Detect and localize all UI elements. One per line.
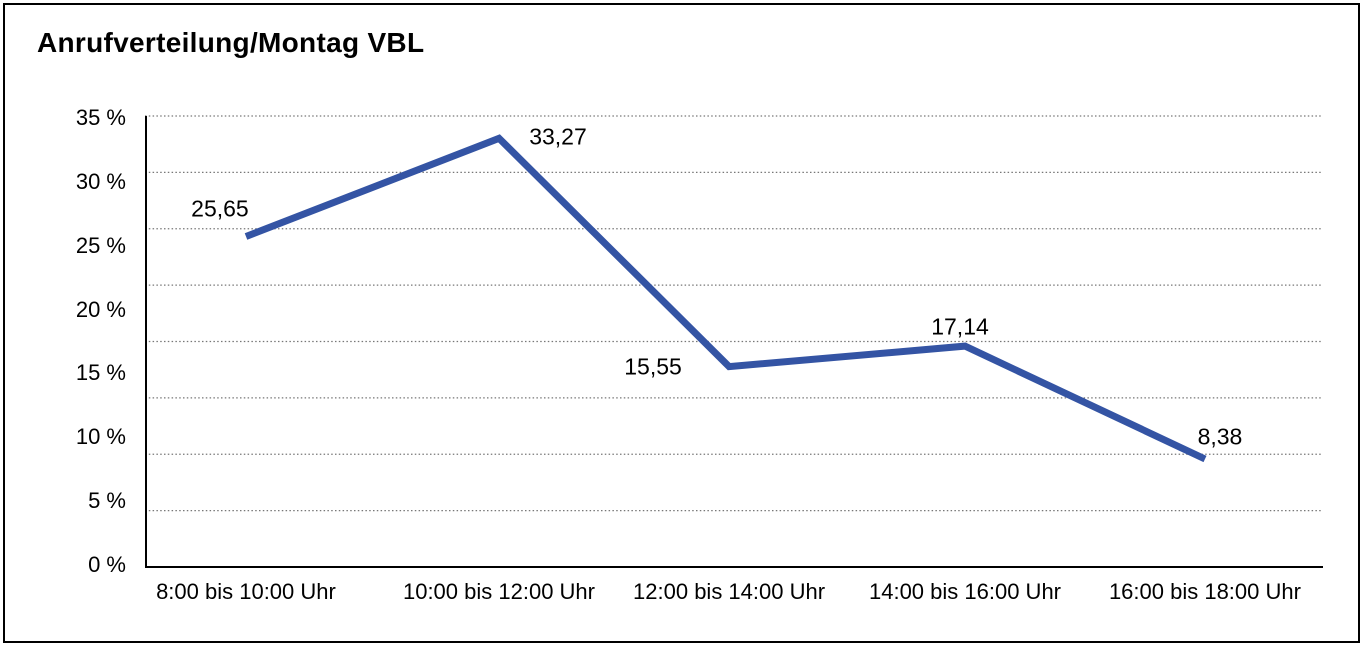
data-point-value-label: 33,27 bbox=[529, 123, 587, 150]
y-axis-tick-label: 25 % bbox=[75, 232, 126, 258]
y-axis-tick-label: 10 % bbox=[75, 424, 126, 450]
y-axis-tick-label: 0 % bbox=[88, 552, 126, 577]
y-axis-tick-label: 5 % bbox=[88, 488, 126, 514]
y-axis-tick-label: 20 % bbox=[75, 296, 126, 322]
x-axis-tick-label: 12:00 bis 14:00 Uhr bbox=[633, 579, 826, 604]
data-series-line bbox=[244, 134, 1207, 463]
chart-title: Anrufverteilung/Montag VBL bbox=[37, 27, 425, 58]
data-point-value-label: 8,38 bbox=[1197, 423, 1243, 450]
x-axis-tick-label: 14:00 bis 16:00 Uhr bbox=[868, 579, 1062, 604]
data-point-value-label: 25,65 bbox=[191, 195, 249, 222]
x-axis-tick-label: 8:00 bis 10:00 Uhr bbox=[156, 579, 336, 604]
y-axis-tick-label: 30 % bbox=[75, 168, 126, 194]
x-axis-tick-label: 16:00 bis 18:00 Uhr bbox=[1108, 579, 1301, 604]
data-point-value-label: 17,14 bbox=[931, 313, 989, 340]
y-axis-tick-label: 15 % bbox=[75, 360, 126, 386]
y-axis-tick-label: 35 % bbox=[75, 105, 126, 130]
x-axis-tick-label: 10:00 bis 12:00 Uhr bbox=[402, 579, 595, 604]
data-point-value-label: 15,55 bbox=[624, 353, 682, 380]
